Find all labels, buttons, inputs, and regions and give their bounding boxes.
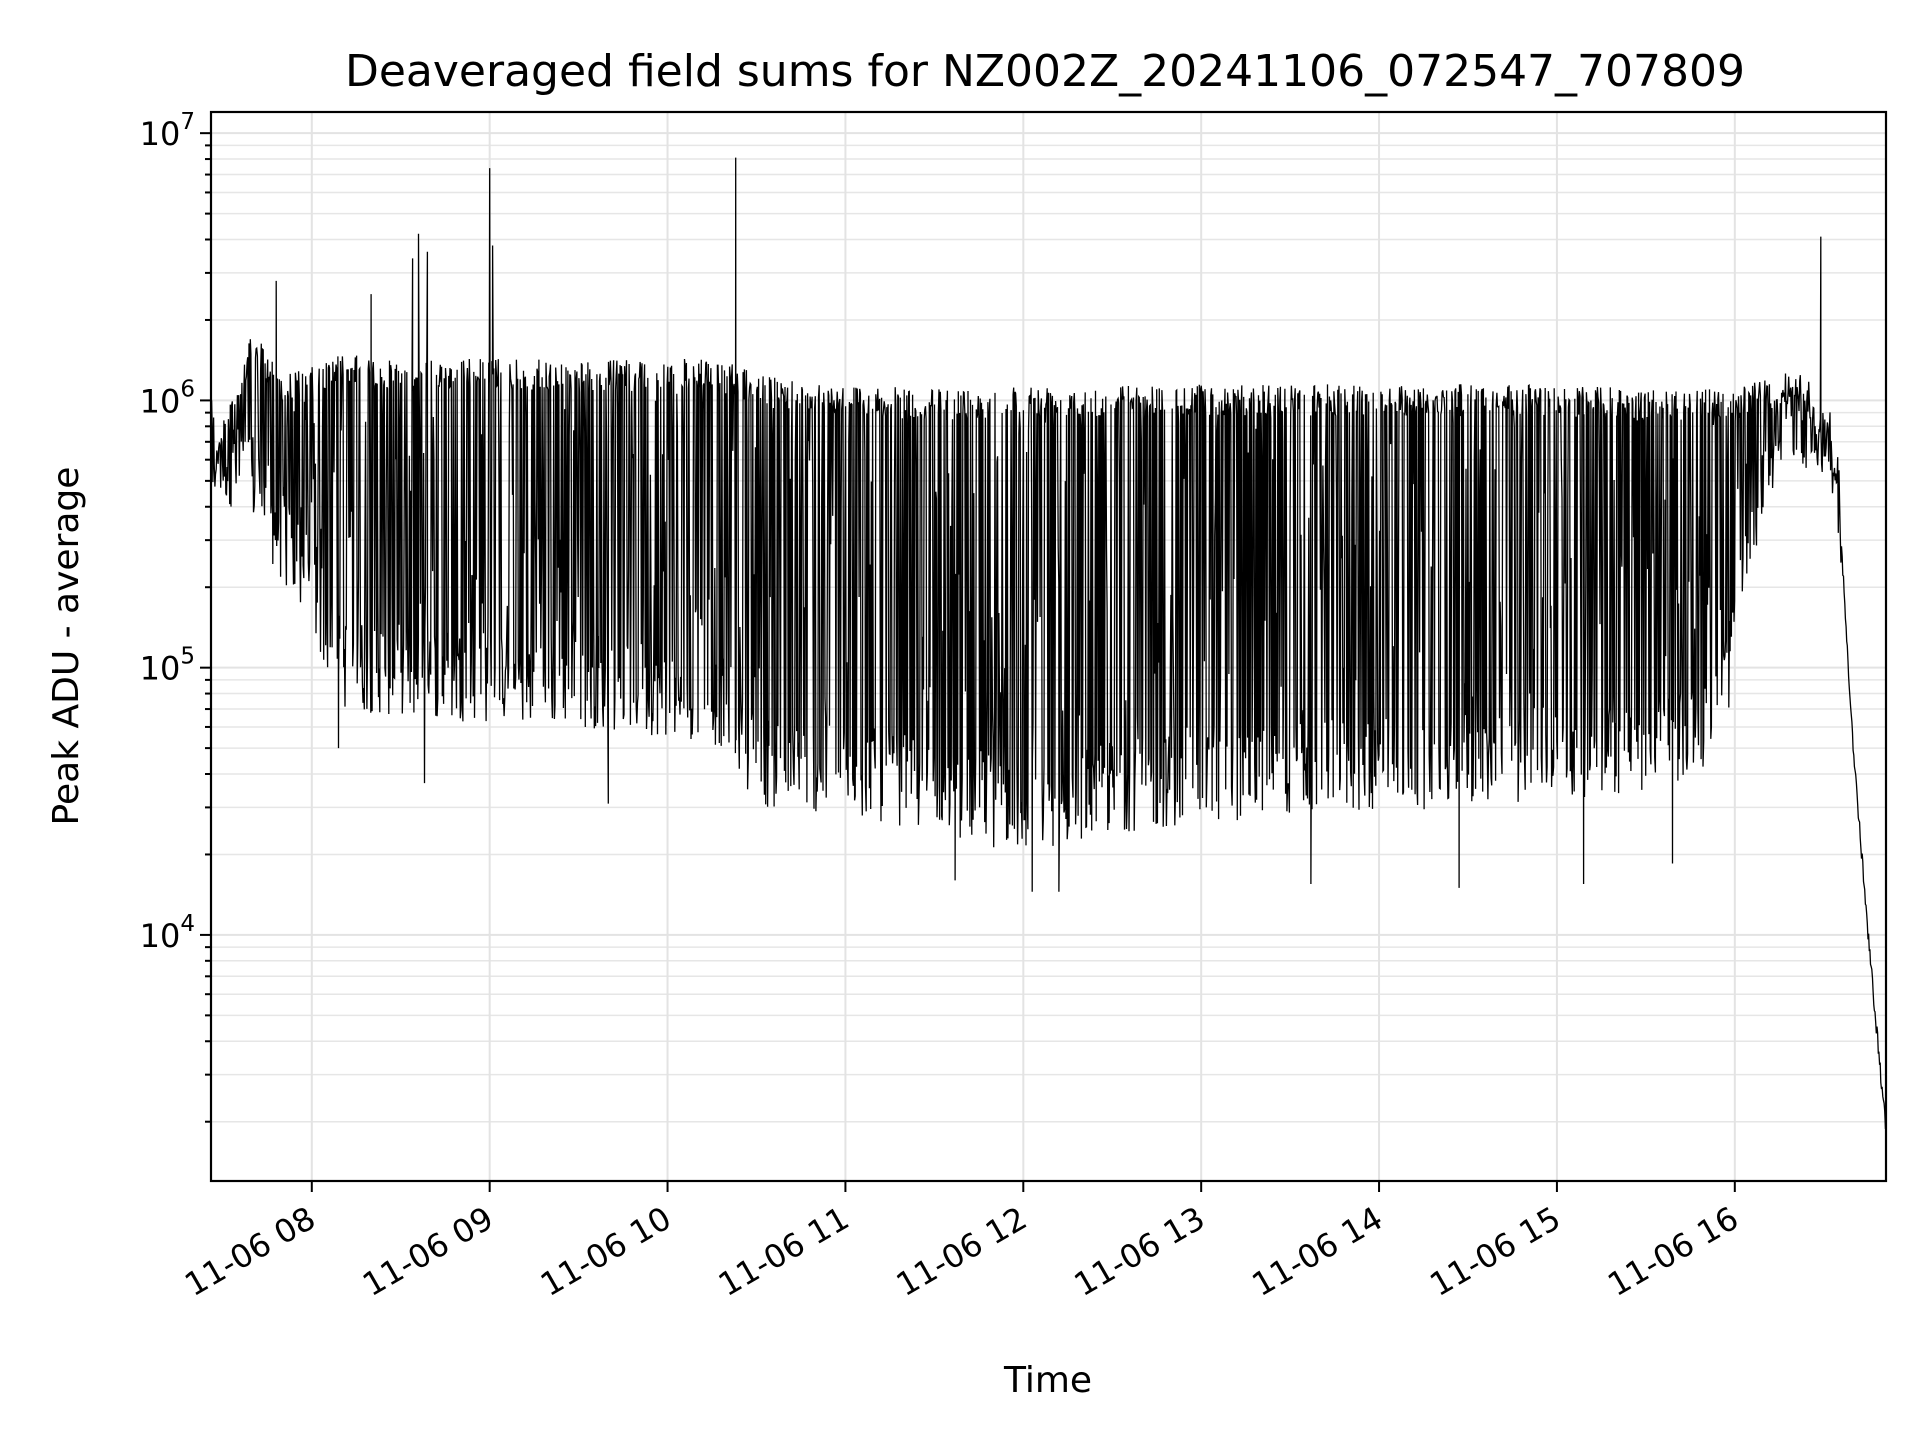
series-line bbox=[210, 157, 1887, 1129]
x-tick-label: 11-06 10 bbox=[534, 1199, 678, 1304]
y-tick-label: 107 bbox=[140, 109, 195, 153]
x-tick-label: 11-06 15 bbox=[1423, 1199, 1567, 1304]
x-tick-label: 11-06 13 bbox=[1068, 1199, 1212, 1304]
x-tick-label: 11-06 14 bbox=[1245, 1199, 1389, 1304]
x-axis-label: Time bbox=[1003, 1360, 1092, 1401]
y-tick-label: 104 bbox=[140, 911, 195, 955]
x-tick-label: 11-06 12 bbox=[890, 1199, 1034, 1304]
x-tick-label: 11-06 16 bbox=[1601, 1199, 1745, 1304]
y-tick-label: 105 bbox=[140, 644, 195, 688]
chart-title: Deaveraged field sums for NZ002Z_2024110… bbox=[345, 46, 1745, 97]
series-layer bbox=[210, 157, 1887, 1129]
x-tick-label: 11-06 08 bbox=[178, 1199, 322, 1304]
x-tick-label: 11-06 09 bbox=[356, 1199, 500, 1304]
y-axis-label: Peak ADU - average bbox=[46, 467, 87, 826]
y-tick-label: 106 bbox=[140, 376, 195, 420]
x-tick-label: 11-06 11 bbox=[712, 1199, 856, 1304]
plot-frame bbox=[209, 110, 1888, 1183]
